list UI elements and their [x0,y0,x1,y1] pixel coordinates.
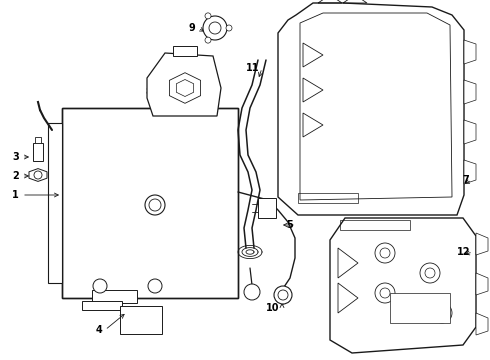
Polygon shape [48,123,62,283]
Circle shape [420,263,440,283]
Circle shape [205,13,211,19]
Polygon shape [464,40,476,64]
Polygon shape [147,53,221,116]
Polygon shape [476,313,488,335]
Polygon shape [476,233,488,255]
Circle shape [34,171,42,179]
Text: 12: 12 [457,247,470,257]
Bar [390,293,450,323]
Polygon shape [476,273,488,295]
Circle shape [375,243,395,263]
Polygon shape [29,168,47,181]
Polygon shape [82,301,122,310]
Text: 1: 1 [12,190,19,200]
Text: 7: 7 [462,175,469,185]
Text: 2: 2 [12,171,19,181]
Polygon shape [464,120,476,144]
Circle shape [145,195,165,215]
Text: 4: 4 [95,325,102,335]
Text: 8: 8 [145,87,152,97]
Circle shape [203,16,227,40]
Bar [33,143,43,161]
Bar [298,193,358,203]
Polygon shape [62,108,238,298]
Bar [35,137,41,143]
Text: 11: 11 [245,63,259,73]
Text: 10: 10 [266,303,279,313]
Text: 3: 3 [12,152,19,162]
Circle shape [274,286,292,304]
Text: 5: 5 [286,220,293,230]
Circle shape [432,303,452,323]
Circle shape [375,283,395,303]
Polygon shape [120,306,162,334]
Text: 6: 6 [258,205,265,215]
Circle shape [205,37,211,43]
Polygon shape [464,160,476,184]
Bar [173,46,197,56]
Circle shape [226,25,232,31]
Polygon shape [258,198,276,218]
Text: 9: 9 [188,23,195,33]
Polygon shape [330,218,476,353]
Circle shape [244,284,260,300]
Circle shape [148,279,162,293]
Polygon shape [92,290,137,303]
Circle shape [93,279,107,293]
Polygon shape [464,80,476,104]
Polygon shape [278,3,464,215]
